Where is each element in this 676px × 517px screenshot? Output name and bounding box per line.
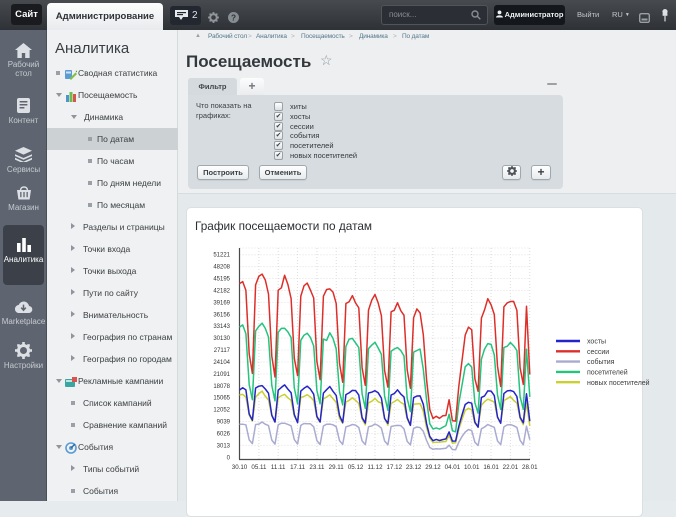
- svg-text:28.01: 28.01: [522, 464, 538, 471]
- svg-text:6026: 6026: [217, 432, 231, 438]
- svg-text:посетителей: посетителей: [587, 369, 628, 377]
- svg-text:17.11: 17.11: [290, 464, 306, 471]
- svg-text:23.11: 23.11: [309, 464, 325, 471]
- svg-text:33143: 33143: [213, 324, 230, 330]
- svg-text:21091: 21091: [213, 372, 230, 378]
- svg-text:3013: 3013: [217, 443, 231, 449]
- svg-text:новых посетителей: новых посетителей: [587, 379, 650, 387]
- svg-text:51221: 51221: [213, 253, 230, 259]
- svg-text:?: ?: [231, 13, 236, 22]
- svg-text:05.12: 05.12: [348, 464, 364, 471]
- svg-text:17.12: 17.12: [387, 464, 403, 471]
- svg-text:11.11: 11.11: [271, 464, 286, 471]
- svg-text:хосты: хосты: [587, 339, 606, 346]
- svg-text:11.12: 11.12: [367, 464, 383, 471]
- svg-text:15065: 15065: [213, 396, 230, 402]
- svg-text:22.01: 22.01: [503, 464, 519, 471]
- svg-text:29.12: 29.12: [425, 464, 441, 471]
- svg-text:04.01: 04.01: [445, 464, 461, 471]
- svg-text:42182: 42182: [213, 289, 230, 295]
- svg-text:23.12: 23.12: [406, 464, 422, 471]
- svg-text:48208: 48208: [213, 265, 230, 271]
- svg-text:27117: 27117: [214, 348, 231, 354]
- svg-text:30.10: 30.10: [232, 464, 248, 471]
- svg-text:29.11: 29.11: [329, 464, 345, 471]
- svg-text:30130: 30130: [213, 336, 230, 342]
- svg-text:39169: 39169: [213, 300, 230, 306]
- svg-text:сессии: сессии: [587, 349, 609, 356]
- svg-text:9039: 9039: [217, 420, 231, 426]
- svg-text:05.11: 05.11: [251, 464, 267, 471]
- svg-text:45195: 45195: [213, 277, 230, 283]
- svg-text:12052: 12052: [213, 408, 230, 414]
- svg-text:24104: 24104: [213, 360, 230, 366]
- svg-text:0: 0: [227, 455, 231, 461]
- svg-text:18078: 18078: [213, 384, 230, 390]
- svg-text:36156: 36156: [213, 312, 230, 318]
- svg-text:события: события: [587, 358, 615, 366]
- svg-text:16.01: 16.01: [483, 464, 499, 471]
- svg-text:10.01: 10.01: [464, 464, 480, 471]
